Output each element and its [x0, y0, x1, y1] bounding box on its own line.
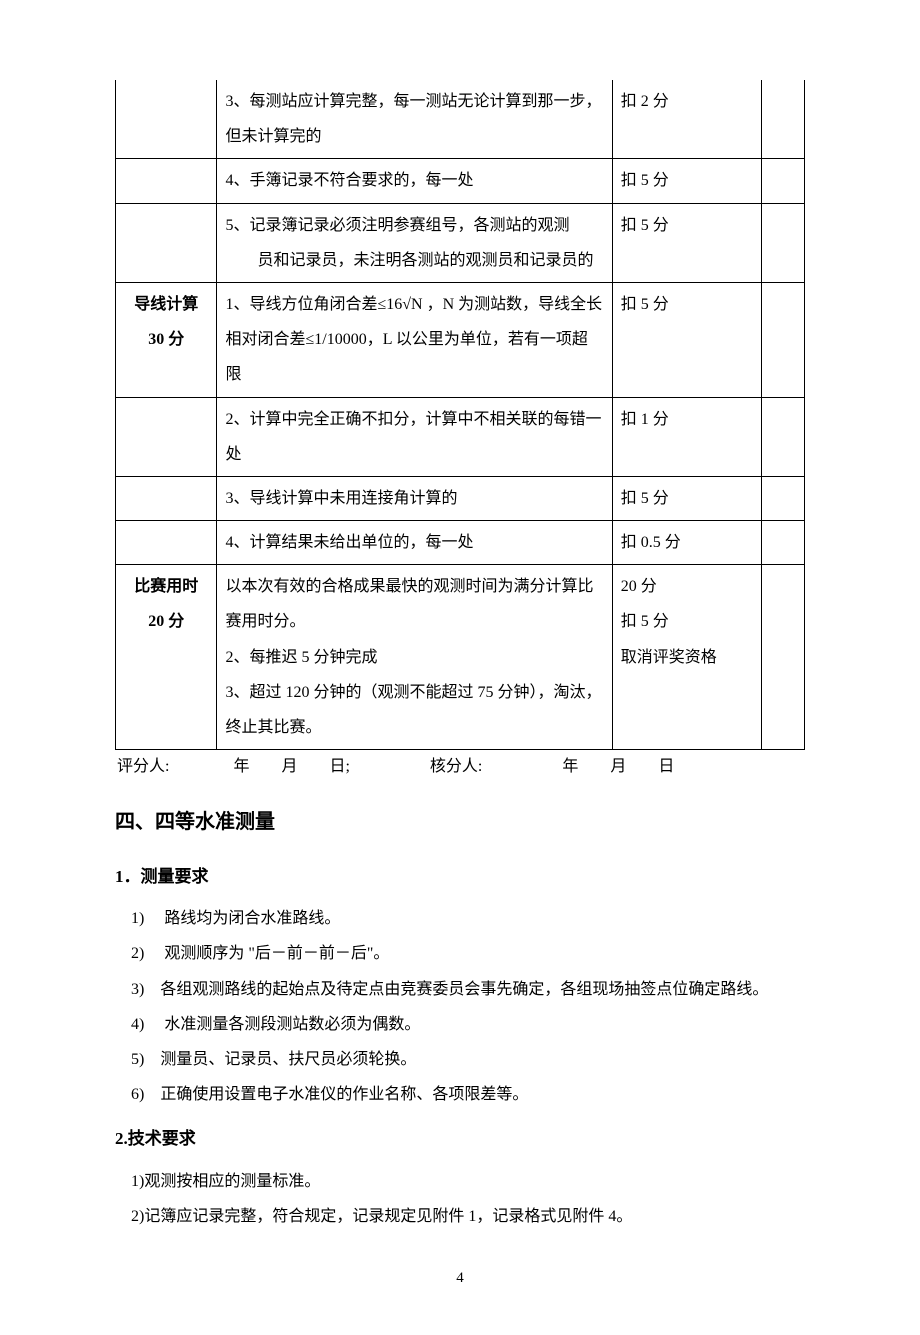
table-row: 比赛用时 20 分以本次有效的合格成果最快的观测时间为满分计算比赛用时分。 2、… — [116, 565, 805, 750]
category-cell — [116, 397, 217, 476]
list-item: 1)观测按相应的测量标准。 — [131, 1164, 805, 1199]
criteria-cell: 3、导线计算中未用连接角计算的 — [217, 476, 612, 520]
criteria-cell: 5、记录簿记录必须注明参赛组号，各测站的观测 员和记录员，未注明各测站的观测员和… — [217, 203, 612, 282]
category-cell — [116, 521, 217, 565]
table-row: 导线计算 30 分1、导线方位角闭合差≤16√N ，N 为测站数，导线全长相对闭… — [116, 282, 805, 397]
table-row: 2、计算中完全正确不扣分，计算中不相关联的每错一处扣 1 分 — [116, 397, 805, 476]
list-item: 2) 观测顺序为 "后－前－前－后"。 — [131, 936, 805, 971]
measurement-requirements-list: 1) 路线均为闭合水准路线。2) 观测顺序为 "后－前－前－后"。3) 各组观测… — [115, 901, 805, 1112]
deduction-cell: 扣 1 分 — [612, 397, 762, 476]
category-cell — [116, 80, 217, 159]
deduction-cell: 扣 0.5 分 — [612, 521, 762, 565]
empty-cell — [762, 476, 805, 520]
criteria-cell: 2、计算中完全正确不扣分，计算中不相关联的每错一处 — [217, 397, 612, 476]
deduction-cell: 扣 2 分 — [612, 80, 762, 159]
signature-line: 评分人: 年 月 日; 核分人: 年 月 日 — [115, 754, 805, 780]
deduction-cell: 20 分 扣 5 分 取消评奖资格 — [612, 565, 762, 750]
subsection-1-title: 1．测量要求 — [115, 858, 805, 895]
list-item: 2)记簿应记录完整，符合规定，记录规定见附件 1，记录格式见附件 4。 — [131, 1199, 805, 1234]
list-item: 6) 正确使用设置电子水准仪的作业名称、各项限差等。 — [131, 1077, 805, 1112]
category-cell: 比赛用时 20 分 — [116, 565, 217, 750]
list-item: 5) 测量员、记录员、扶尺员必须轮换。 — [131, 1042, 805, 1077]
empty-cell — [762, 521, 805, 565]
list-item: 3) 各组观测路线的起始点及待定点由竞赛委员会事先确定，各组现场抽签点位确定路线… — [131, 972, 805, 1007]
list-item: 1) 路线均为闭合水准路线。 — [131, 901, 805, 936]
table-row: 3、每测站应计算完整，每一测站无论计算到那一步，但未计算完的扣 2 分 — [116, 80, 805, 159]
criteria-cell: 以本次有效的合格成果最快的观测时间为满分计算比赛用时分。 2、每推迟 5 分钟完… — [217, 565, 612, 750]
empty-cell — [762, 159, 805, 203]
scoring-table: 3、每测站应计算完整，每一测站无论计算到那一步，但未计算完的扣 2 分4、手簿记… — [115, 80, 805, 750]
deduction-cell: 扣 5 分 — [612, 159, 762, 203]
technical-requirements-list: 1)观测按相应的测量标准。2)记簿应记录完整，符合规定，记录规定见附件 1，记录… — [115, 1164, 805, 1234]
table-row: 4、计算结果未给出单位的，每一处扣 0.5 分 — [116, 521, 805, 565]
category-cell — [116, 159, 217, 203]
table-row: 4、手簿记录不符合要求的，每一处扣 5 分 — [116, 159, 805, 203]
list-item: 4) 水准测量各测段测站数必须为偶数。 — [131, 1007, 805, 1042]
empty-cell — [762, 565, 805, 750]
subsection-2-title: 2.技术要求 — [115, 1120, 805, 1157]
criteria-cell: 4、手簿记录不符合要求的，每一处 — [217, 159, 612, 203]
section-heading: 四、四等水准测量 — [115, 800, 805, 844]
criteria-cell: 3、每测站应计算完整，每一测站无论计算到那一步，但未计算完的 — [217, 80, 612, 159]
deduction-cell: 扣 5 分 — [612, 476, 762, 520]
page-number: 4 — [115, 1262, 805, 1295]
empty-cell — [762, 80, 805, 159]
table-row: 5、记录簿记录必须注明参赛组号，各测站的观测 员和记录员，未注明各测站的观测员和… — [116, 203, 805, 282]
criteria-cell: 4、计算结果未给出单位的，每一处 — [217, 521, 612, 565]
empty-cell — [762, 282, 805, 397]
category-cell — [116, 203, 217, 282]
empty-cell — [762, 397, 805, 476]
deduction-cell: 扣 5 分 — [612, 203, 762, 282]
category-cell: 导线计算 30 分 — [116, 282, 217, 397]
table-row: 3、导线计算中未用连接角计算的扣 5 分 — [116, 476, 805, 520]
criteria-cell: 1、导线方位角闭合差≤16√N ，N 为测站数，导线全长相对闭合差≤1/1000… — [217, 282, 612, 397]
empty-cell — [762, 203, 805, 282]
deduction-cell: 扣 5 分 — [612, 282, 762, 397]
category-cell — [116, 476, 217, 520]
